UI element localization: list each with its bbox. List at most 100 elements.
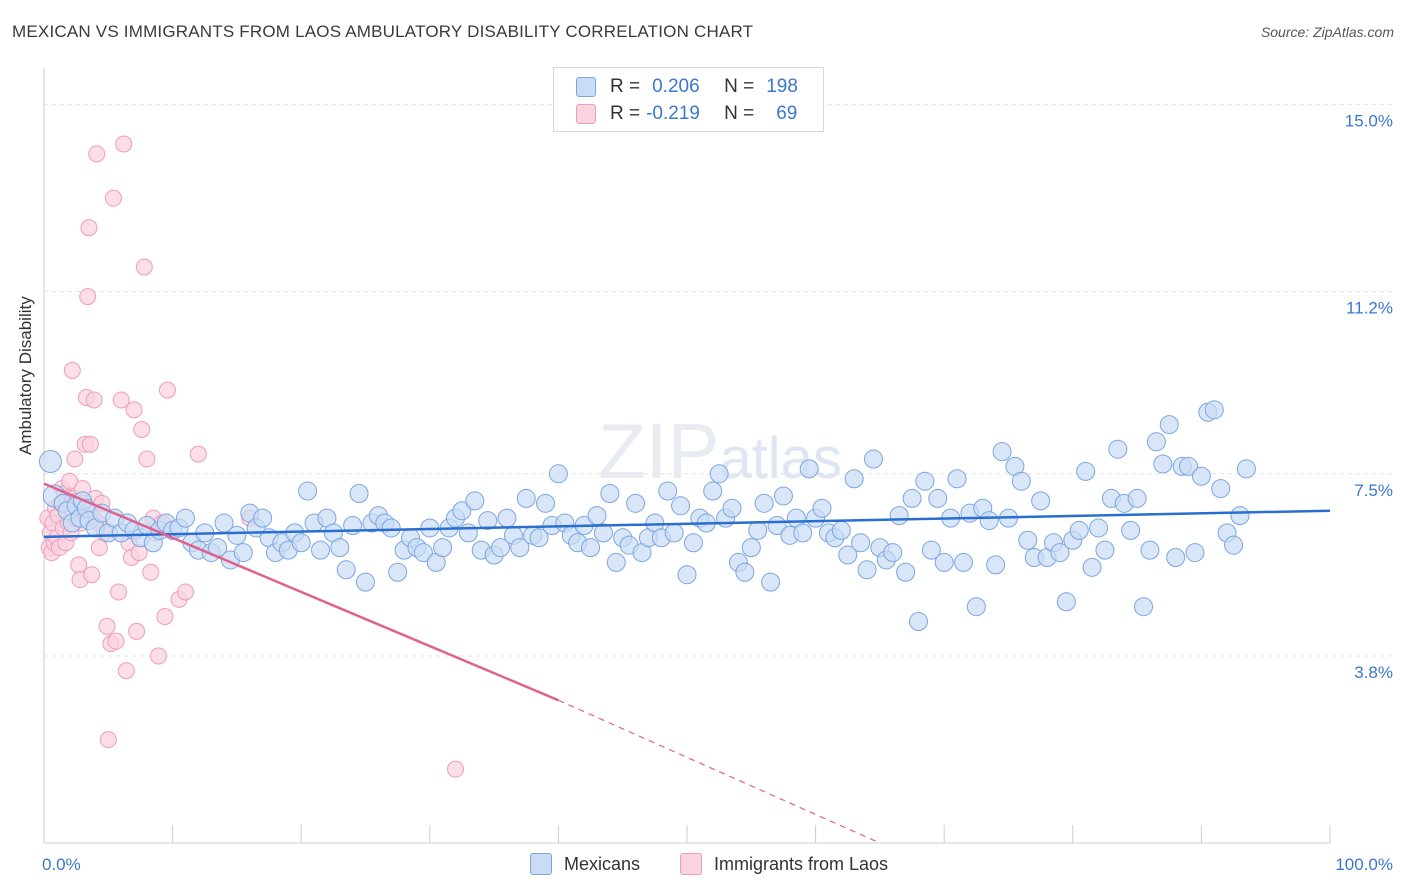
data-point-mexicans xyxy=(593,523,613,543)
data-point-mexicans xyxy=(986,555,1006,575)
x-tick-label: 0.0% xyxy=(42,855,81,874)
data-point-mexicans xyxy=(581,538,601,558)
data-point-laos xyxy=(138,450,156,468)
data-point-mexicans xyxy=(548,464,568,484)
data-point-mexicans xyxy=(452,501,472,521)
data-point-mexicans xyxy=(1095,540,1115,560)
data-point-mexicans xyxy=(722,498,742,518)
data-point-mexicans xyxy=(1159,415,1179,435)
trend-line-mexicans xyxy=(43,509,1331,539)
data-point-mexicans xyxy=(1134,597,1154,617)
mexicans-points xyxy=(38,400,1256,631)
data-point-mexicans xyxy=(38,450,62,473)
data-point-mexicans xyxy=(465,491,485,511)
data-point-mexicans xyxy=(844,469,864,489)
data-point-mexicans xyxy=(310,540,330,560)
data-point-mexicans xyxy=(1166,547,1186,567)
data-point-laos xyxy=(81,435,99,453)
data-point-laos xyxy=(117,662,135,680)
x-tick-label: 100.0% xyxy=(1335,855,1393,874)
legend-n-label: N = xyxy=(724,103,755,124)
legend-r-label: R = xyxy=(610,76,641,97)
data-point-mexicans xyxy=(1069,520,1089,540)
data-point-mexicans xyxy=(433,538,453,558)
data-point-laos xyxy=(149,647,167,665)
data-point-mexicans xyxy=(863,449,883,469)
data-point-mexicans xyxy=(831,520,851,540)
data-point-mexicans xyxy=(709,464,729,484)
data-point-laos xyxy=(447,760,465,778)
data-point-mexicans xyxy=(793,523,813,543)
data-point-mexicans xyxy=(889,506,909,526)
data-point-mexicans xyxy=(587,506,607,526)
data-point-mexicans xyxy=(761,572,781,592)
legend: R = 0.206 N = 198 R = -0.219 N = 69 xyxy=(553,67,824,132)
data-point-mexicans xyxy=(664,523,684,543)
data-point-mexicans xyxy=(1082,557,1102,577)
data-point-mexicans xyxy=(356,572,375,592)
legend-swatch-laos xyxy=(576,104,596,124)
data-point-mexicans xyxy=(1153,454,1173,474)
data-point-mexicans xyxy=(748,520,768,540)
data-point-mexicans xyxy=(497,508,517,528)
data-point-mexicans xyxy=(600,483,620,503)
data-point-mexicans xyxy=(336,560,356,580)
data-point-laos xyxy=(112,391,130,409)
chart-title: MEXICAN VS IMMIGRANTS FROM LAOS AMBULATO… xyxy=(12,22,754,41)
bottom-legend-label-mexicans: Mexicans xyxy=(564,853,641,874)
data-point-mexicans xyxy=(735,562,755,582)
data-point-mexicans xyxy=(458,523,478,543)
bottom-legend-swatch-laos xyxy=(680,853,702,875)
data-point-mexicans xyxy=(516,488,536,508)
data-point-mexicans xyxy=(799,459,819,479)
data-point-mexicans xyxy=(298,481,318,501)
legend-n-label: N = xyxy=(724,76,755,97)
data-point-mexicans xyxy=(953,552,973,572)
legend-r-value: 0.206 xyxy=(652,76,700,97)
data-point-mexicans xyxy=(992,442,1012,462)
data-point-laos xyxy=(110,583,128,601)
data-point-mexicans xyxy=(896,562,916,582)
bottom-legend-mexicans[interactable]: Mexicans xyxy=(530,852,640,876)
data-point-mexicans xyxy=(253,508,273,528)
data-point-laos xyxy=(189,445,207,463)
data-point-mexicans xyxy=(175,508,195,528)
data-point-mexicans xyxy=(1224,535,1244,555)
data-point-laos xyxy=(80,219,98,237)
y-tick-label: 15.0% xyxy=(1345,112,1393,131)
data-point-laos xyxy=(133,421,151,439)
data-point-mexicans xyxy=(1018,530,1038,550)
data-point-laos xyxy=(115,135,133,153)
data-point-mexicans xyxy=(915,471,935,491)
data-point-laos xyxy=(135,258,153,276)
data-point-laos xyxy=(142,563,160,581)
data-point-mexicans xyxy=(1204,400,1224,420)
data-point-mexicans xyxy=(658,481,678,501)
data-point-laos xyxy=(63,361,81,379)
data-point-mexicans xyxy=(388,562,408,582)
data-point-mexicans xyxy=(934,552,954,572)
data-point-mexicans xyxy=(1211,479,1231,499)
data-point-mexicans xyxy=(529,528,549,548)
data-point-mexicans xyxy=(1121,520,1141,540)
data-point-mexicans xyxy=(979,511,999,531)
data-point-mexicans xyxy=(1230,506,1250,526)
legend-r-value: -0.219 xyxy=(646,103,700,124)
data-point-mexicans xyxy=(773,486,793,506)
data-point-mexicans xyxy=(857,560,877,580)
data-point-laos xyxy=(61,472,79,490)
data-point-mexicans xyxy=(1185,543,1205,563)
data-point-mexicans xyxy=(677,565,697,585)
data-point-mexicans xyxy=(838,545,858,565)
y-tick-label: 3.8% xyxy=(1354,663,1393,682)
data-point-laos xyxy=(158,381,176,399)
data-point-laos xyxy=(79,288,97,306)
legend-r-label: R = xyxy=(610,103,641,124)
data-point-mexicans xyxy=(966,597,986,617)
bottom-legend-laos[interactable]: Immigrants from Laos xyxy=(680,852,888,876)
legend-row-laos: R = -0.219 N = 69 xyxy=(576,101,797,127)
data-point-laos xyxy=(83,566,101,584)
data-point-laos xyxy=(125,401,143,419)
gridlines xyxy=(44,104,1392,657)
data-point-mexicans xyxy=(291,533,311,553)
